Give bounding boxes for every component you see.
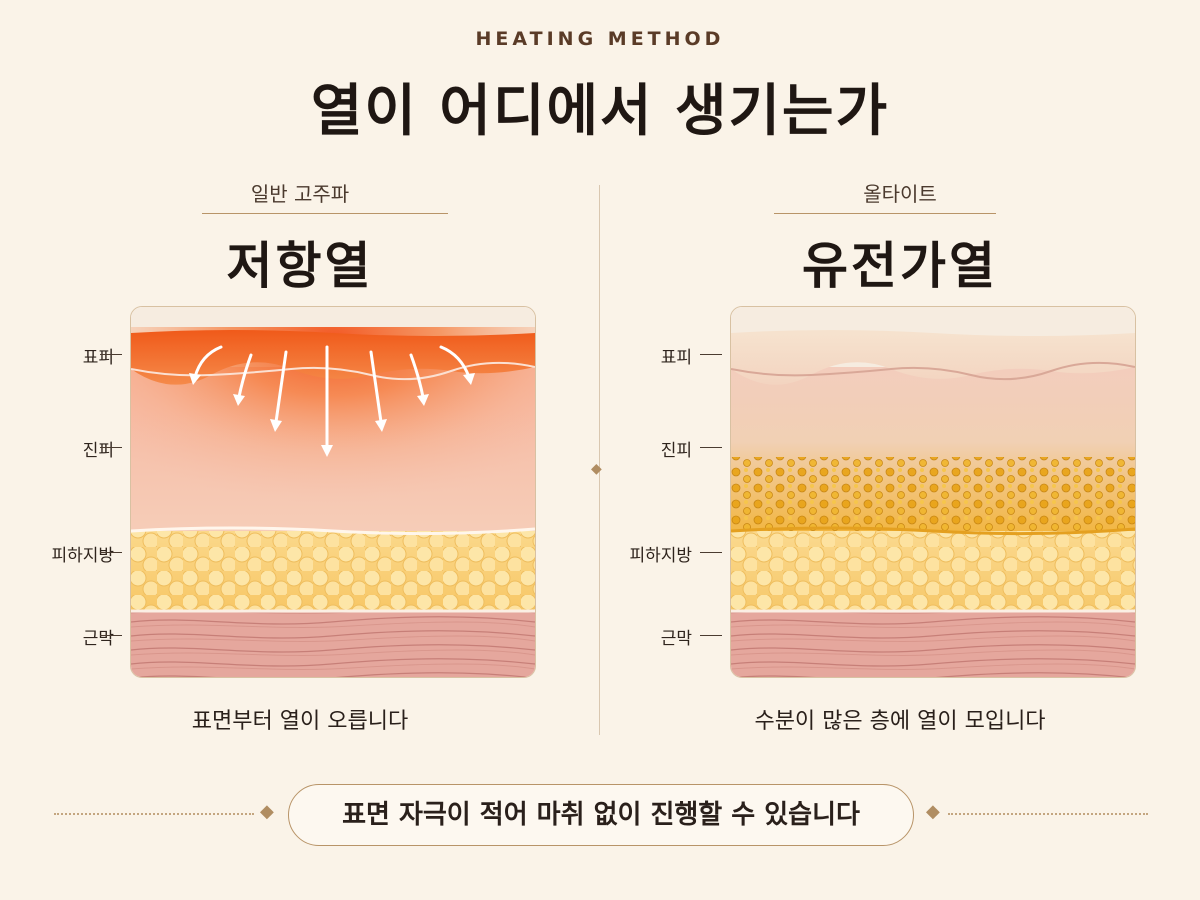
layer-label-epidermis: 표피 [82,348,114,368]
layer-label-fascia: 근막 [82,629,114,649]
layer-tick [100,354,122,355]
subtitle-underline [774,213,996,214]
skin-cross-section-illustration [731,307,1135,677]
panel-subtitle: 올타이트 [863,182,937,206]
diamond-ornament-icon: ◆ [260,801,274,822]
page-title: 열이 어디에서 생기는가 [310,79,890,144]
panel-caption: 수분이 많은 층에 열이 모입니다 [754,709,1046,734]
footer-message: 표면 자극이 적어 마취 없이 진행할 수 있습니다 [288,784,914,846]
layer-label-subcutaneous-fat: 피하지방 [629,546,692,566]
footer-dotted-line-left [54,813,254,815]
skin-cross-section-illustration [131,307,535,677]
layer-label-subcutaneous-fat: 피하지방 [51,546,114,566]
layer-tick [100,447,122,448]
panel-caption: 표면부터 열이 오릅니다 [191,709,409,734]
layer-tick [100,552,122,553]
diamond-ornament-icon: ◆ [926,801,940,822]
layer-tick [700,447,722,448]
center-divider [599,185,600,735]
layer-label-dermis: 진피 [82,441,114,461]
method-title: 저항열 [226,237,374,295]
skin-diagram-dielectric [730,306,1136,678]
panel-resistive: 일반 고주파 저항열 표피 진피 피하지방 근막 [0,0,600,760]
panel-subtitle: 일반 고주파 [250,182,350,206]
skin-diagram-resistive [130,306,536,678]
subtitle-underline [202,213,448,214]
layer-label-dermis: 진피 [660,441,692,461]
layer-tick [700,635,722,636]
footer-dotted-line-right [948,813,1148,815]
method-title: 유전가열 [802,237,998,295]
layer-tick [100,635,122,636]
layer-tick [700,552,722,553]
layer-label-epidermis: 표피 [660,348,692,368]
panel-dielectric: 올타이트 유전가열 표피 진피 피하지방 근막 [600,0,1200,760]
diamond-ornament-icon: ◆ [591,461,602,477]
kicker: HEATING METHOD [475,28,725,50]
layer-tick [700,354,722,355]
layer-label-fascia: 근막 [660,629,692,649]
